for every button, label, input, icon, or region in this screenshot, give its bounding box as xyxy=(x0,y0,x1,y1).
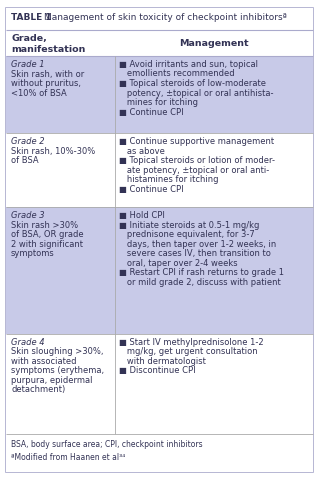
Bar xyxy=(6,334,115,434)
Text: prednisone equivalent, for 3-7: prednisone equivalent, for 3-7 xyxy=(119,230,255,239)
Text: symptoms (erythema,: symptoms (erythema, xyxy=(11,366,104,375)
Text: ate potency, ±topical or oral anti-: ate potency, ±topical or oral anti- xyxy=(119,166,269,175)
Text: potency, ±topical or oral antihista-: potency, ±topical or oral antihista- xyxy=(119,88,273,97)
Text: Grade 1: Grade 1 xyxy=(11,60,45,69)
Bar xyxy=(6,30,313,56)
Text: mg/kg, get urgent consultation: mg/kg, get urgent consultation xyxy=(119,348,258,356)
Text: emollients recommended: emollients recommended xyxy=(119,70,234,79)
Text: as above: as above xyxy=(119,147,165,156)
Text: ■ Start IV methylprednisolone 1-2: ■ Start IV methylprednisolone 1-2 xyxy=(119,338,263,347)
Text: Management of skin toxicity of checkpoint inhibitorsª: Management of skin toxicity of checkpoin… xyxy=(44,13,287,22)
Text: without pruritus,: without pruritus, xyxy=(11,79,81,88)
Text: or mild grade 2, discuss with patient: or mild grade 2, discuss with patient xyxy=(119,278,281,287)
Bar xyxy=(115,133,313,207)
Text: BSA, body surface area; CPI, checkpoint inhibitors: BSA, body surface area; CPI, checkpoint … xyxy=(11,440,203,449)
Bar xyxy=(115,56,313,133)
Text: Grade 2: Grade 2 xyxy=(11,137,45,146)
Text: Skin rash, 10%-30%: Skin rash, 10%-30% xyxy=(11,147,95,156)
Text: Grade 3: Grade 3 xyxy=(11,211,45,220)
Text: ■ Continue CPI: ■ Continue CPI xyxy=(119,185,184,194)
Text: with associated: with associated xyxy=(11,357,77,366)
Text: Skin rash >30%: Skin rash >30% xyxy=(11,221,78,230)
Bar xyxy=(6,133,115,207)
Bar xyxy=(6,434,313,472)
Bar xyxy=(6,8,313,30)
Text: 2 with significant: 2 with significant xyxy=(11,240,83,249)
Text: ■ Topical steroids of low-moderate: ■ Topical steroids of low-moderate xyxy=(119,79,266,88)
Text: Skin sloughing >30%,: Skin sloughing >30%, xyxy=(11,348,103,356)
Text: histamines for itching: histamines for itching xyxy=(119,176,219,184)
Text: of BSA, OR grade: of BSA, OR grade xyxy=(11,230,84,239)
Bar xyxy=(6,56,115,133)
Text: detachment): detachment) xyxy=(11,385,65,395)
Text: manifestation: manifestation xyxy=(11,45,85,54)
Text: ªModified from Haanen et al³⁴: ªModified from Haanen et al³⁴ xyxy=(11,453,125,462)
Text: ■ Avoid irritants and sun, topical: ■ Avoid irritants and sun, topical xyxy=(119,60,258,69)
Text: <10% of BSA: <10% of BSA xyxy=(11,88,67,97)
Text: ■ Continue supportive management: ■ Continue supportive management xyxy=(119,137,274,146)
Text: with dermatologist: with dermatologist xyxy=(119,357,206,366)
Text: days, then taper over 1-2 weeks, in: days, then taper over 1-2 weeks, in xyxy=(119,240,276,249)
Text: symptoms: symptoms xyxy=(11,249,55,258)
Bar xyxy=(115,334,313,434)
Text: Management: Management xyxy=(179,38,249,48)
Text: TABLE 1: TABLE 1 xyxy=(11,13,55,22)
Text: ■ Restart CPI if rash returns to grade 1: ■ Restart CPI if rash returns to grade 1 xyxy=(119,268,284,277)
Text: of BSA: of BSA xyxy=(11,156,39,166)
Text: Grade,: Grade, xyxy=(11,34,47,43)
Text: ■ Hold CPI: ■ Hold CPI xyxy=(119,211,165,220)
Bar xyxy=(115,207,313,334)
Text: Grade 4: Grade 4 xyxy=(11,338,45,347)
Text: mines for itching: mines for itching xyxy=(119,98,198,107)
Text: purpura, epidermal: purpura, epidermal xyxy=(11,376,93,385)
Text: oral, taper over 2-4 weeks: oral, taper over 2-4 weeks xyxy=(119,259,238,268)
Text: severe cases IV, then transition to: severe cases IV, then transition to xyxy=(119,249,271,258)
Text: ■ Continue CPI: ■ Continue CPI xyxy=(119,108,184,117)
Text: ■ Initiate steroids at 0.5-1 mg/kg: ■ Initiate steroids at 0.5-1 mg/kg xyxy=(119,221,259,230)
Text: ■ Topical steroids or lotion of moder-: ■ Topical steroids or lotion of moder- xyxy=(119,156,275,166)
Text: ■ Discontinue CPI: ■ Discontinue CPI xyxy=(119,366,196,375)
Text: Skin rash, with or: Skin rash, with or xyxy=(11,70,84,79)
Bar xyxy=(6,207,115,334)
